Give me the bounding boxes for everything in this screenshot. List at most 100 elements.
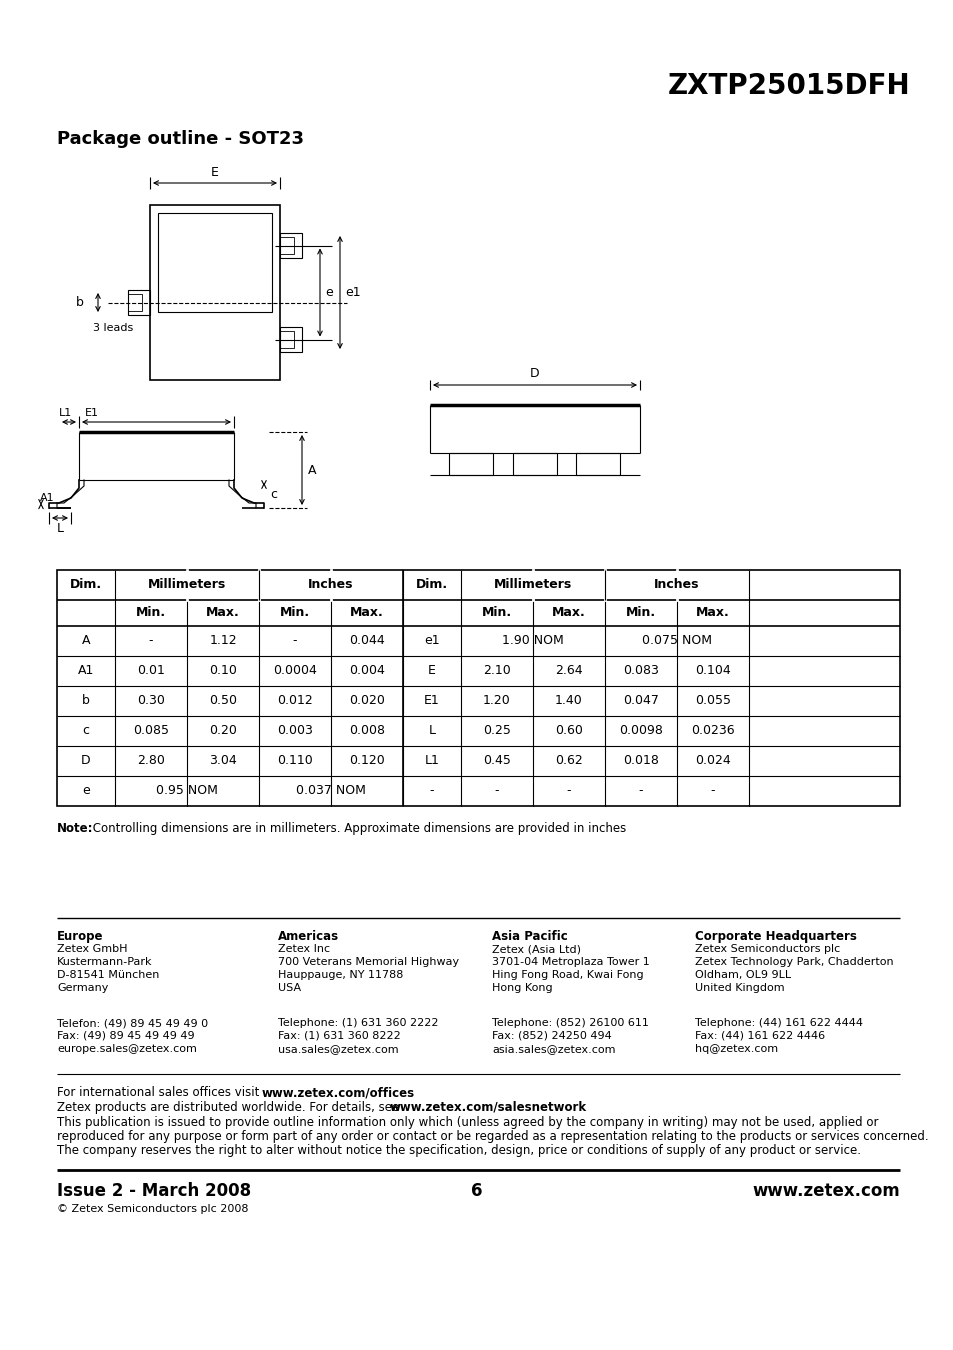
Text: D: D [81,755,91,768]
Bar [158,213,272,312]
Text: Fax: (852) 24250 494: Fax: (852) 24250 494 [492,1031,611,1041]
Text: 0.62: 0.62 [555,755,582,768]
Bar [280,327,302,352]
Text: Hong Kong: Hong Kong [492,983,552,994]
Text: www.zetex.com/offices: www.zetex.com/offices [262,1085,415,1099]
Text: Kustermann-Park: Kustermann-Park [57,957,152,967]
Text: 0.20: 0.20 [209,725,236,737]
Text: Americas: Americas [277,930,338,944]
Text: D: D [530,367,539,379]
Text: Telephone: (852) 26100 611: Telephone: (852) 26100 611 [492,1018,648,1027]
Text: For international sales offices visit: For international sales offices visit [57,1085,263,1099]
Text: 0.60: 0.60 [555,725,582,737]
Text: Zetex GmbH: Zetex GmbH [57,944,128,954]
Text: 0.085: 0.085 [132,725,169,737]
Text: 0.30: 0.30 [137,694,165,707]
Text: Corporate Headquarters: Corporate Headquarters [695,930,856,944]
Text: 0.104: 0.104 [695,664,730,678]
Text: 1.40: 1.40 [555,694,582,707]
Bar [449,454,493,475]
Text: www.zetex.com: www.zetex.com [752,1183,899,1200]
Text: United Kingdom: United Kingdom [695,983,783,994]
Text: 0.008: 0.008 [349,725,385,737]
Text: c: c [270,487,276,501]
Text: hq@zetex.com: hq@zetex.com [695,1044,778,1054]
Text: c: c [82,725,90,737]
Text: Zetex Semiconductors plc: Zetex Semiconductors plc [695,944,840,954]
Bar [280,234,302,258]
Text: E: E [428,664,436,678]
Text: L1: L1 [424,755,439,768]
Text: 6: 6 [471,1183,482,1200]
Text: Millimeters: Millimeters [148,579,226,591]
Text: Fax: (1) 631 360 8222: Fax: (1) 631 360 8222 [277,1031,400,1041]
Text: 0.075 NOM: 0.075 NOM [641,634,711,648]
Text: reproduced for any purpose or form part of any order or contact or be regarded a: reproduced for any purpose or form part … [57,1130,927,1143]
Text: 0.0098: 0.0098 [618,725,662,737]
Text: usa.sales@zetex.com: usa.sales@zetex.com [277,1044,398,1054]
Text: 1.20: 1.20 [482,694,511,707]
Text: E: E [211,166,218,180]
Text: -: - [639,784,642,798]
Text: 0.037 NOM: 0.037 NOM [295,784,366,798]
Text: Telefon: (49) 89 45 49 49 0: Telefon: (49) 89 45 49 49 0 [57,1018,208,1027]
Text: Zetex Inc: Zetex Inc [277,944,330,954]
Text: www.zetex.com/salesnetwork: www.zetex.com/salesnetwork [390,1102,586,1114]
Bar [576,454,619,475]
Text: 3 leads: 3 leads [92,323,133,333]
Text: e1: e1 [424,634,439,648]
Text: b: b [82,694,90,707]
Text: A: A [82,634,91,648]
Text: ZXTP25015DFH: ZXTP25015DFH [667,72,909,100]
Text: 0.055: 0.055 [695,694,730,707]
Text: Europe: Europe [57,930,103,944]
Text: 0.120: 0.120 [349,755,384,768]
Text: Package outline - SOT23: Package outline - SOT23 [57,130,304,148]
Text: 0.003: 0.003 [276,725,313,737]
Text: Min.: Min. [481,606,512,620]
Text: 0.020: 0.020 [349,694,384,707]
Text: -: - [429,784,434,798]
Bar [513,454,557,475]
Text: Min.: Min. [135,606,166,620]
Text: Telephone: (1) 631 360 2222: Telephone: (1) 631 360 2222 [277,1018,438,1027]
Text: A1: A1 [40,493,55,504]
Text: 0.110: 0.110 [276,755,313,768]
Text: The company reserves the right to alter without notice the specification, design: The company reserves the right to alter … [57,1143,861,1157]
Text: L: L [428,725,435,737]
Text: Max.: Max. [696,606,729,620]
Text: Zetex Technology Park, Chadderton: Zetex Technology Park, Chadderton [695,957,893,967]
Text: Note:: Note: [57,822,93,836]
Text: 1.90 NOM: 1.90 NOM [501,634,563,648]
Bar [57,570,899,806]
Text: asia.sales@zetex.com: asia.sales@zetex.com [492,1044,615,1054]
Text: Asia Pacific: Asia Pacific [492,930,567,944]
Text: -: - [566,784,571,798]
Text: -: - [710,784,715,798]
Text: 1.12: 1.12 [209,634,236,648]
Text: Oldham, OL9 9LL: Oldham, OL9 9LL [695,971,790,980]
Bar [150,205,280,379]
Text: 0.01: 0.01 [137,664,165,678]
Text: Germany: Germany [57,983,109,994]
Text: europe.sales@zetex.com: europe.sales@zetex.com [57,1044,196,1054]
Text: © Zetex Semiconductors plc 2008: © Zetex Semiconductors plc 2008 [57,1204,248,1214]
Bar [280,331,294,348]
Text: Hing Fong Road, Kwai Fong: Hing Fong Road, Kwai Fong [492,971,643,980]
Text: USA: USA [277,983,301,994]
Text: 0.25: 0.25 [482,725,511,737]
Text: Inches: Inches [308,579,354,591]
Text: e1: e1 [345,286,360,298]
Text: Controlling dimensions are in millimeters. Approximate dimensions are provided i: Controlling dimensions are in millimeter… [89,822,625,836]
Text: L1: L1 [59,408,72,418]
Bar [280,238,294,254]
Text: Dim.: Dim. [416,579,448,591]
Text: 0.012: 0.012 [276,694,313,707]
Text: 0.45: 0.45 [482,755,511,768]
Text: 0.024: 0.024 [695,755,730,768]
Bar [128,294,142,310]
Text: 0.0004: 0.0004 [273,664,316,678]
Text: Min.: Min. [279,606,310,620]
Text: 0.044: 0.044 [349,634,384,648]
Text: A1: A1 [78,664,94,678]
